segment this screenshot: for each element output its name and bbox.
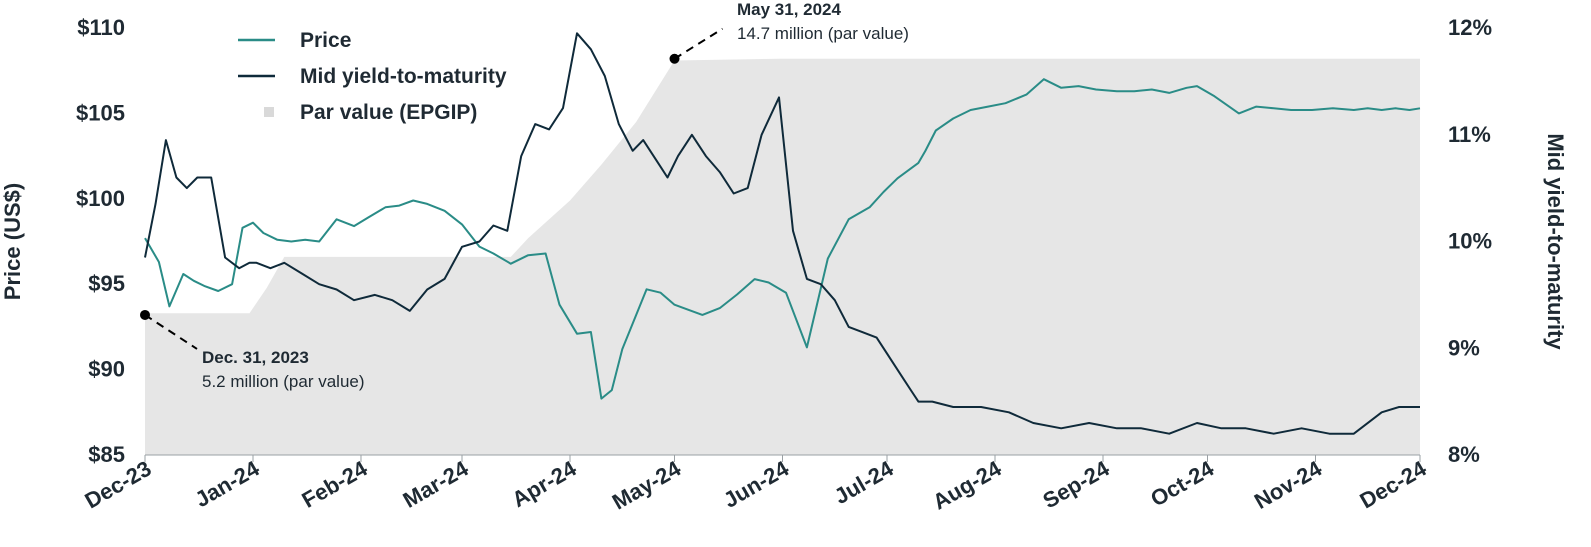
y-right-axis-title: Mid yield-to-maturity <box>1543 133 1568 350</box>
y-left-tick-label: $95 <box>88 271 125 296</box>
x-tick-label: Aug-24 <box>928 455 1006 514</box>
x-tick-label: Jun-24 <box>719 455 794 512</box>
x-tick-label: Sep-24 <box>1039 455 1115 513</box>
price-line <box>144 78 1421 400</box>
x-tick-label: May-24 <box>608 455 686 514</box>
x-tick-label: Dec-24 <box>1356 455 1432 513</box>
y-right-tick-label: 8% <box>1448 442 1480 467</box>
x-tick-label: Oct-24 <box>1146 455 1218 511</box>
x-tick-label: Feb-24 <box>298 455 373 512</box>
y-right-tick-label: 10% <box>1448 229 1492 254</box>
x-tick-label: Apr-24 <box>508 455 582 512</box>
legend: Price Mid yield-to-maturity Par value (EPG… <box>238 29 507 124</box>
annotation-text: 14.7 million (par value) <box>737 24 909 43</box>
yield-series-layer <box>144 32 1420 435</box>
par-value-area-layer <box>145 58 1420 455</box>
x-tick-label: Jul-24 <box>830 455 898 509</box>
annotation-text: 5.2 million (par value) <box>202 372 365 391</box>
yield-line <box>144 32 1420 435</box>
y-left-tick-label: $85 <box>88 442 125 467</box>
y-right-tick-label: 9% <box>1448 335 1480 360</box>
annotation-date: Dec. 31, 2023 <box>202 348 309 367</box>
y-left-axis-title: Price (US$) <box>0 183 25 300</box>
y-left-tick-label: $110 <box>77 15 125 40</box>
annotation-leader <box>144 314 198 350</box>
legend-label: Par value (EPGIP) <box>300 101 477 124</box>
par-value-area <box>145 58 1420 455</box>
y-left-tick-label: $105 <box>76 100 125 125</box>
y-left-tick-label: $100 <box>76 186 125 211</box>
y-left-tick-label: $90 <box>88 357 125 382</box>
annotation-date: May 31, 2024 <box>737 0 842 19</box>
x-tick-label: Mar-24 <box>399 455 474 512</box>
annotation-leader <box>673 27 724 60</box>
price-series-layer <box>144 78 1421 400</box>
y-right-tick-label: 11% <box>1448 122 1491 147</box>
x-tick-label: Jan-24 <box>191 455 265 512</box>
x-tick-label: Nov-24 <box>1250 455 1327 514</box>
legend-label: Mid yield-to-maturity <box>300 65 507 88</box>
annotations: Dec. 31, 2023 5.2 million (par value) May … <box>140 0 909 391</box>
y-right-tick-label: 12% <box>1448 15 1492 40</box>
legend-label: Price <box>300 29 351 52</box>
legend-square-marker <box>264 107 274 117</box>
